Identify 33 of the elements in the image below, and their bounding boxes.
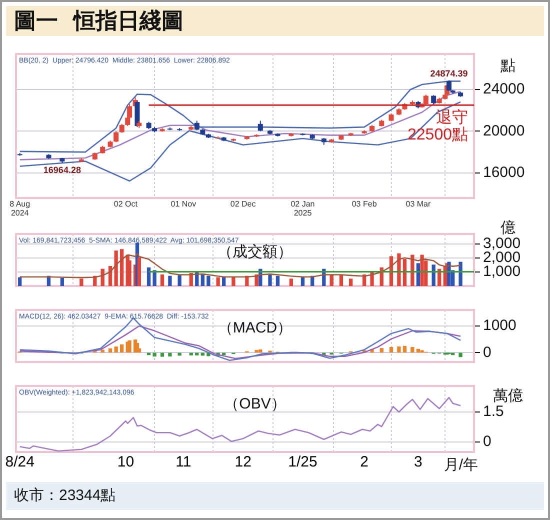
text: （MACD） <box>218 320 292 337</box>
x-tick-label: 2 <box>360 453 368 470</box>
x-tick-label: 03 Mar <box>406 200 431 209</box>
y-tick-label: 24000 <box>483 80 525 98</box>
x-axis-title: 月/年 <box>444 456 478 474</box>
annotation: 24874.39 <box>430 68 468 78</box>
x-tick-label: 02 Oct <box>114 200 138 209</box>
x-tick-label: 03 Feb <box>352 200 378 209</box>
x-tick-label: 02 Dec <box>230 200 256 209</box>
y-axis-title: 萬億 <box>493 388 523 405</box>
y-tick-label: 1000 <box>483 317 516 334</box>
annotation: 16964.28 <box>43 164 81 175</box>
y-tick-label: 0 <box>483 433 492 450</box>
x-tick-label: 01 Nov <box>170 200 196 209</box>
y-tick-label: 16000 <box>483 164 525 182</box>
x-tick-label: 12 <box>234 453 252 470</box>
x-tick-label: 8 Aug 2024 <box>10 200 30 218</box>
x-tick-label: 10 <box>117 453 134 470</box>
chart-title: 圖一 恒指日綫圖 <box>6 6 544 36</box>
x-tick-label: 1/25 <box>288 453 318 470</box>
y-axis-title: 點 <box>500 58 516 75</box>
text: 收市：23344點 <box>6 482 544 510</box>
y-axis-title: 億 <box>500 219 516 236</box>
x-tick-label: 11 <box>176 453 192 470</box>
y-tick-label: 20000 <box>483 122 525 140</box>
text: （成交額） <box>218 244 292 261</box>
x-tick-label: 02 Jan 2025 <box>290 200 315 218</box>
text: （OBV） <box>224 396 286 413</box>
y-tick-label: 0 <box>483 344 492 361</box>
x-tick-label: 3 <box>414 453 422 470</box>
x-tick-label: 8/24 <box>5 453 34 470</box>
y-tick-label: 1.5 <box>483 403 504 420</box>
y-tick-label: 3,000 <box>483 234 521 252</box>
